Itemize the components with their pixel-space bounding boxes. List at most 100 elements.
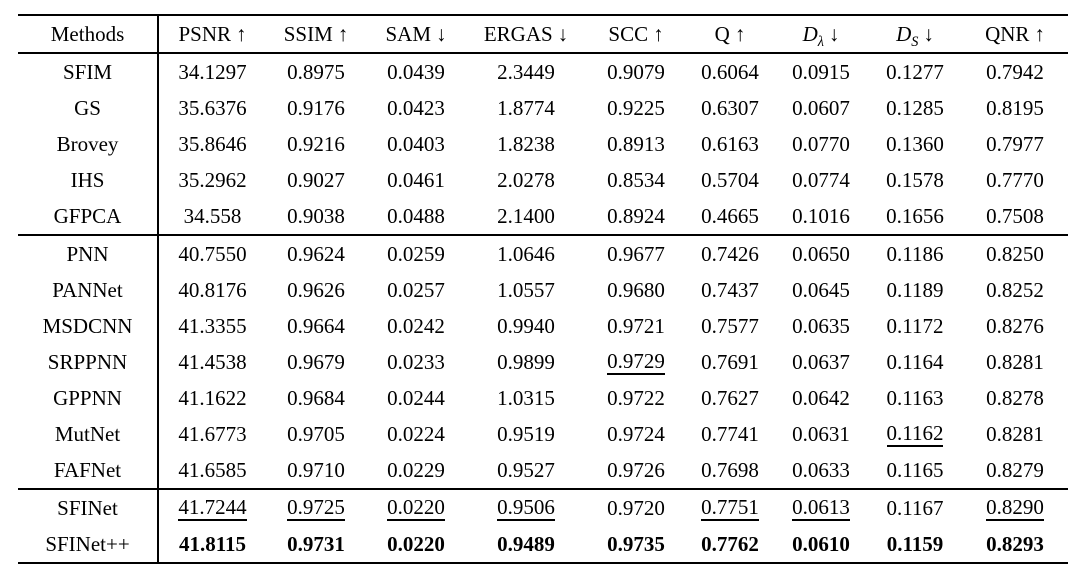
value-text: 0.8293	[986, 531, 1044, 556]
metric-value-ergas: 1.0646	[466, 235, 586, 272]
value-text: 0.9684	[287, 385, 345, 410]
method-name: SFIM	[18, 53, 159, 90]
value-text: 0.1164	[886, 349, 944, 374]
metric-value-ssim: 0.9710	[266, 452, 366, 489]
value-text: 0.6163	[701, 131, 759, 156]
value-text: 35.6376	[178, 95, 247, 120]
metric-value-ssim: 0.8975	[266, 53, 366, 90]
value-text: 0.0645	[792, 277, 850, 302]
value-text: 0.0220	[387, 496, 445, 522]
metric-value-psnr: 35.2962	[158, 162, 266, 198]
metric-value-ssim: 0.9216	[266, 126, 366, 162]
value-text: 0.0257	[387, 277, 445, 302]
metric-value-psnr: 35.6376	[158, 90, 266, 126]
metric-value-psnr: 41.6773	[158, 416, 266, 452]
metric-value-d-s: 0.1277	[868, 53, 962, 90]
metric-value-qnr: 0.8250	[962, 235, 1068, 272]
metric-value-psnr: 41.1622	[158, 380, 266, 416]
metric-value-ssim: 0.9176	[266, 90, 366, 126]
value-text: 0.0259	[387, 241, 445, 266]
metric-value-ergas: 1.8238	[466, 126, 586, 162]
method-name: IHS	[18, 162, 159, 198]
metric-value-scc: 0.9079	[586, 53, 686, 90]
value-text: 0.9679	[287, 349, 345, 374]
table-row-sfim: SFIM 34.1297 0.8975 0.0439 2.3449 0.9079 0.606…	[18, 53, 1068, 90]
metric-value-qnr: 0.8276	[962, 308, 1068, 344]
value-text: 0.9724	[607, 421, 665, 446]
table-row-gfpca: GFPCA 34.558 0.9038 0.0488 2.1400 0.8924 0.466…	[18, 198, 1068, 235]
value-text: 0.9506	[497, 496, 555, 522]
metric-value-qnr: 0.8281	[962, 344, 1068, 380]
method-name: MSDCNN	[18, 308, 159, 344]
table-row-pannet: PANNet 40.8176 0.9626 0.0257 1.0557 0.9680 0.7…	[18, 272, 1068, 308]
value-text: 0.0774	[792, 167, 850, 192]
metric-value-ssim: 0.9731	[266, 526, 366, 563]
metric-value-qnr: 0.8279	[962, 452, 1068, 489]
value-text: 0.7762	[701, 531, 759, 556]
value-text: 0.0229	[387, 457, 445, 482]
value-text: 41.7244	[178, 496, 247, 522]
arrow-up-icon: ↑	[734, 21, 746, 46]
metric-value-ssim: 0.9684	[266, 380, 366, 416]
metric-value-sam: 0.0224	[366, 416, 466, 452]
value-text: 0.8281	[986, 421, 1044, 446]
metric-value-d-lambda: 0.0642	[774, 380, 868, 416]
math-subscript: S	[911, 33, 919, 50]
value-text: 0.0607	[792, 95, 850, 120]
math-subscript: λ	[817, 33, 824, 50]
method-name: MutNet	[18, 416, 159, 452]
metric-value-psnr: 34.558	[158, 198, 266, 235]
value-text: 0.9624	[287, 241, 345, 266]
metric-value-ergas: 0.9506	[466, 489, 586, 526]
value-text: 0.7627	[701, 385, 759, 410]
math-variable: D	[802, 21, 818, 46]
value-text: 0.0915	[792, 59, 850, 84]
metric-value-sam: 0.0257	[366, 272, 466, 308]
metric-value-psnr: 40.8176	[158, 272, 266, 308]
value-text: 41.4538	[178, 349, 247, 374]
value-text: 41.3355	[178, 313, 247, 338]
value-text: 0.5704	[701, 167, 759, 192]
value-text: 0.7977	[986, 131, 1044, 156]
metric-value-q: 0.7751	[686, 489, 774, 526]
value-text: 0.0631	[792, 421, 850, 446]
value-text: 0.8276	[986, 313, 1044, 338]
value-text: 34.1297	[178, 59, 247, 84]
value-text: 0.1186	[886, 241, 944, 266]
value-text: 0.7698	[701, 457, 759, 482]
metrics-results-table: Methods PSNR ↑ SSIM ↑ SAM ↓ ERGAS ↓ SCC ↑ Q ↑ Dλ ↓ DS ↓ Q…	[18, 14, 1068, 564]
metric-value-d-lambda: 0.0607	[774, 90, 868, 126]
metric-value-psnr: 41.6585	[158, 452, 266, 489]
value-text: 0.9899	[497, 349, 555, 374]
metric-value-qnr: 0.8281	[962, 416, 1068, 452]
value-text: 0.7437	[701, 277, 759, 302]
metric-value-scc: 0.9720	[586, 489, 686, 526]
metric-value-sam: 0.0488	[366, 198, 466, 235]
value-text: 0.8534	[607, 167, 665, 192]
metric-value-d-s: 0.1172	[868, 308, 962, 344]
metric-value-d-lambda: 0.0613	[774, 489, 868, 526]
value-text: 1.0315	[497, 385, 555, 410]
metric-value-scc: 0.8913	[586, 126, 686, 162]
value-text: 41.6773	[178, 421, 247, 446]
metric-value-q: 0.7437	[686, 272, 774, 308]
value-text: 34.558	[183, 203, 242, 228]
metric-value-q: 0.7627	[686, 380, 774, 416]
metric-value-d-s: 0.1656	[868, 198, 962, 235]
arrow-down-icon: ↓	[923, 21, 934, 46]
value-text: 0.0637	[792, 349, 850, 374]
value-text: 0.0650	[792, 241, 850, 266]
table-row-ihs: IHS 35.2962 0.9027 0.0461 2.0278 0.8534 0.5704…	[18, 162, 1068, 198]
metric-value-ergas: 0.9940	[466, 308, 586, 344]
method-name: GFPCA	[18, 198, 159, 235]
metric-value-d-lambda: 0.0633	[774, 452, 868, 489]
value-text: 0.8281	[986, 349, 1044, 374]
metric-value-scc: 0.8534	[586, 162, 686, 198]
value-text: 41.1622	[178, 385, 247, 410]
value-text: 0.1167	[886, 495, 944, 520]
method-name: GPPNN	[18, 380, 159, 416]
value-text: 0.9027	[287, 167, 345, 192]
column-header-qnr: QNR ↑	[985, 21, 1045, 46]
value-text: 0.9705	[287, 421, 345, 446]
metric-value-d-s: 0.1162	[868, 416, 962, 452]
